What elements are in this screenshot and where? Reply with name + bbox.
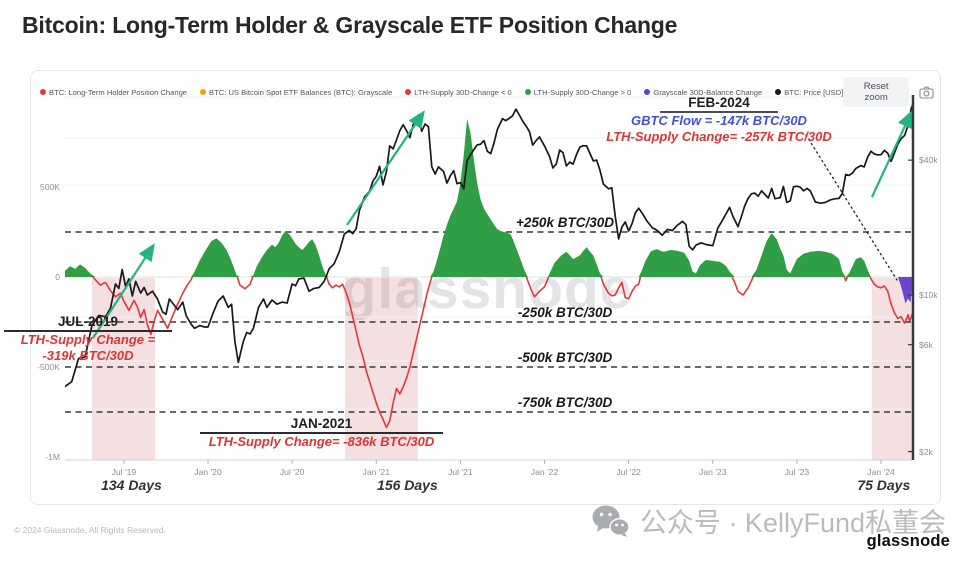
legend-dot-icon xyxy=(775,89,782,95)
wechat-icon xyxy=(590,504,630,538)
annotation-feb2024: FEB-2024 GBTC Flow = -147k BTC/30D LTH-S… xyxy=(600,95,838,145)
highlight-band xyxy=(344,278,418,460)
annotation-title: JUL-2019 xyxy=(4,314,172,332)
annotation-title: JAN-2021 xyxy=(200,416,443,434)
chart-toolbar: Reset zoom xyxy=(843,77,934,107)
legend-item[interactable]: Grayscale 30D-Balance Change xyxy=(644,88,762,97)
chart-header: BTC: Long-Term Holder Position Change BTC… xyxy=(40,77,934,107)
annotation-value: LTH-Supply Change = xyxy=(20,332,156,347)
legend-dot-icon xyxy=(524,89,531,95)
legend-dot-icon xyxy=(40,89,46,95)
legend-label: LTH-Supply 30D-Change < 0 xyxy=(414,87,512,97)
trend-arrow xyxy=(346,110,425,226)
annotation-value: LTH-Supply Change= -257k BTC/30D xyxy=(606,129,832,144)
grayscale-balance-area xyxy=(897,277,913,304)
camera-icon[interactable] xyxy=(919,86,934,99)
annotation-jan2021: JAN-2021 LTH-Supply Change= -836k BTC/30… xyxy=(200,416,443,450)
annotation-jul2019: JUL-2019 LTH-Supply Change = -319k BTC/3… xyxy=(4,314,172,364)
legend-label: BTC: Price [USD] xyxy=(784,87,844,97)
glassnode-logo: glassnode xyxy=(866,532,950,550)
legend-dot-icon xyxy=(405,89,412,95)
wechat-banner: 公众号 · KellyFund私董会 xyxy=(590,501,946,540)
annotation-value: LTH-Supply Change= -836k BTC/30D xyxy=(208,434,435,449)
legend-dot-icon xyxy=(644,89,651,95)
legend-item[interactable]: LTH-Supply 30D-Change > 0 xyxy=(524,87,632,97)
annotation-value: -319k BTC/30D xyxy=(42,348,134,363)
legend-label: BTC: Long-Term Holder Position Change xyxy=(49,87,188,97)
wechat-text: 公众号 · KellyFund私董会 xyxy=(639,508,946,538)
chart-card xyxy=(30,70,941,505)
legend-label: BTC: US Bitcoin Spot ETF Balances (BTC):… xyxy=(209,87,393,97)
legend-label: Grayscale 30D-Balance Change xyxy=(653,87,763,97)
legend-item[interactable]: BTC: US Bitcoin Spot ETF Balances (BTC):… xyxy=(200,88,392,97)
reset-zoom-button[interactable]: Reset zoom xyxy=(843,77,909,107)
btc-price-line xyxy=(65,103,913,388)
legend-item[interactable]: BTC: Price [USD] xyxy=(775,88,843,97)
chart-legend: BTC: Long-Term Holder Position Change BTC… xyxy=(40,88,843,97)
pointer-line xyxy=(805,134,898,281)
trend-arrow xyxy=(871,110,913,198)
legend-dot-icon xyxy=(200,89,207,95)
legend-item[interactable]: LTH-Supply 30D-Change < 0 xyxy=(405,88,512,97)
annotation-value: GBTC Flow = -147k BTC/30D xyxy=(631,113,807,128)
annotation-title: FEB-2024 xyxy=(600,95,838,113)
copyright-text: © 2024 Glassnode. All Rights Reserved. xyxy=(14,525,166,535)
legend-item[interactable]: BTC: Long-Term Holder Position Change xyxy=(40,88,187,97)
highlight-band xyxy=(91,278,156,460)
trend-arrow xyxy=(92,243,155,339)
legend-label: LTH-Supply 30D-Change > 0 xyxy=(533,87,632,97)
highlight-band xyxy=(871,278,912,460)
lth-positive-area xyxy=(65,118,913,277)
page-title: Bitcoin: Long-Term Holder & Grayscale ET… xyxy=(22,12,678,38)
